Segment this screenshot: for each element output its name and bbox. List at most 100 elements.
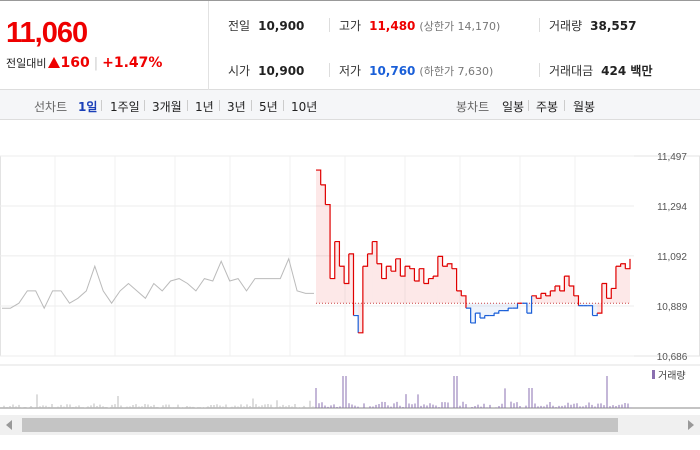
tab-3m[interactable]: 3개월 — [152, 100, 182, 114]
price-segment — [339, 265, 345, 284]
fill-segment — [451, 268, 457, 304]
fill-segment — [545, 295, 551, 304]
price-segment — [334, 240, 341, 267]
tab-monthly-candle[interactable]: 월봉 — [573, 100, 596, 114]
fill-segment — [611, 288, 616, 304]
stat-divider — [329, 18, 330, 32]
y-tick-label: 10,889 — [657, 302, 688, 313]
stat-open: 시가 10,900 — [228, 62, 304, 79]
stat-prev-close: 전일 10,900 — [228, 17, 304, 34]
price-change: 전일대비 160 | +1.47% — [6, 55, 162, 71]
stat-sub: (상한가 14,170) — [419, 20, 501, 33]
fill-segment — [330, 278, 335, 304]
tab-weekly-candle[interactable]: 주봉 — [536, 100, 559, 114]
fill-segment — [405, 266, 410, 304]
fill-segment — [461, 295, 466, 304]
price-segment — [447, 263, 453, 269]
fill-segment — [564, 276, 570, 304]
fill-segment — [536, 298, 541, 304]
fill-segment — [437, 256, 443, 304]
tab-1d[interactable]: 1일 — [78, 100, 98, 114]
tab-divider — [219, 100, 220, 111]
fill-segment — [419, 268, 424, 304]
fill-segment — [456, 290, 462, 304]
stat-value: 10,900 — [258, 64, 305, 78]
fill-segment — [606, 298, 612, 304]
scroll-thumb[interactable] — [22, 418, 618, 432]
stat-key: 거래대금 — [549, 64, 594, 78]
fill-segment — [601, 283, 607, 304]
fill-segment — [470, 303, 476, 323]
fill-segment — [550, 290, 556, 304]
price-segment — [414, 268, 420, 282]
price-segment — [400, 266, 406, 277]
scroll-left-icon[interactable] — [6, 420, 12, 430]
price-segment — [470, 313, 476, 324]
price-segment — [423, 278, 430, 285]
y-tick-label: 10,686 — [657, 352, 688, 363]
fill-segment — [494, 303, 499, 314]
fill-segment — [386, 266, 391, 304]
tab-1w[interactable]: 1주일 — [110, 100, 140, 114]
fill-segment — [348, 253, 354, 304]
tab-divider — [144, 100, 145, 111]
volume-legend: 거래량 — [652, 370, 686, 382]
fill-segment — [381, 278, 387, 304]
previous-day-line — [2, 257, 314, 310]
fill-segment — [433, 276, 438, 304]
tab-daily-candle[interactable]: 일봉 — [502, 100, 525, 114]
tab-10y[interactable]: 10년 — [291, 100, 318, 114]
price-segment — [433, 256, 439, 277]
change-divider: | — [93, 56, 99, 71]
fill-segment — [620, 263, 626, 304]
fill-segment — [344, 283, 349, 304]
price-segment — [611, 266, 617, 290]
price-segment — [592, 313, 598, 317]
y-tick-label: 11,092 — [657, 252, 687, 263]
fill-segment — [625, 268, 630, 304]
fill-segment — [559, 290, 565, 304]
price-box: 11,060 전일대비 160 | +1.47% — [0, 1, 209, 90]
price-segment — [367, 241, 373, 255]
price-segment — [545, 290, 551, 297]
price-segment — [376, 263, 383, 279]
fill-segment — [526, 303, 532, 314]
price-segment — [428, 276, 434, 280]
price-segment — [316, 169, 322, 185]
tab-3y[interactable]: 3년 — [227, 100, 246, 114]
stat-volume: 거래량 38,557 — [549, 17, 636, 34]
price-segment — [456, 290, 462, 296]
price-segment — [475, 312, 481, 319]
fill-segment — [597, 303, 602, 314]
fill-segment — [508, 303, 513, 309]
change-percent: +1.47% — [102, 55, 163, 71]
price-segment — [620, 263, 626, 269]
fill-segment — [531, 295, 537, 304]
chart-scrollbar[interactable] — [0, 415, 700, 435]
chart-grid — [0, 155, 700, 357]
tab-divider — [251, 100, 252, 111]
line-chart-label: 선차트 — [34, 100, 68, 114]
fill-segment — [498, 303, 504, 311]
y-axis-labels: 11,497 11,294 11,092 10,889 10,686 — [657, 152, 688, 363]
scroll-right-icon[interactable] — [688, 420, 694, 430]
fill-segment — [334, 241, 340, 304]
fill-segment — [376, 263, 382, 304]
up-triangle-icon — [48, 57, 61, 68]
fill-segment — [587, 303, 593, 306]
chart-svg: 11,497 11,294 11,092 10,889 10,686 거래량 — [0, 152, 700, 409]
price-segment — [606, 288, 612, 299]
fill-segment — [320, 184, 326, 304]
price-segment — [564, 275, 570, 286]
tab-divider — [564, 100, 565, 111]
y-tick-label: 11,497 — [657, 152, 687, 163]
price-segment — [451, 268, 458, 291]
price-segment — [320, 184, 326, 205]
tab-5y[interactable]: 5년 — [259, 100, 278, 114]
fill-segment — [316, 170, 321, 304]
fill-segment — [480, 303, 485, 319]
stat-value: 11,480 — [369, 19, 416, 33]
tab-1y[interactable]: 1년 — [195, 100, 214, 114]
price-segment — [405, 265, 411, 269]
fill-segment — [325, 204, 331, 304]
